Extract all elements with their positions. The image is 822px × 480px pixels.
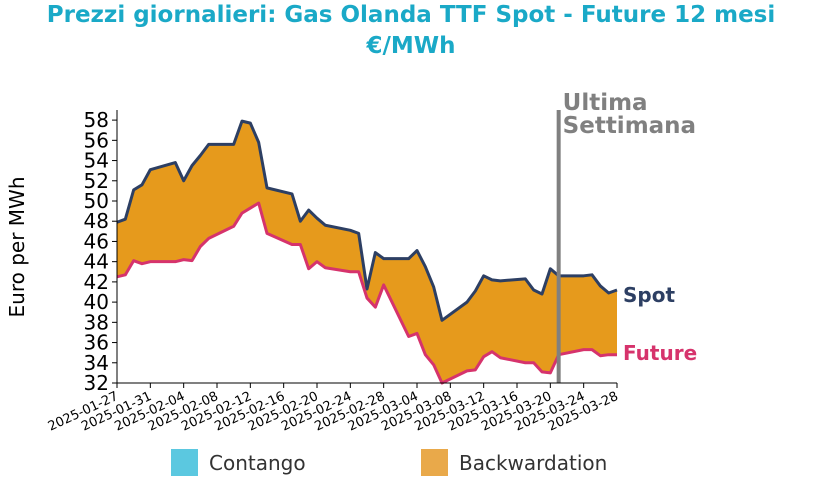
future-line — [116, 201, 617, 385]
y-axis-label: Euro per MWh — [5, 177, 29, 318]
spread-area — [117, 121, 617, 383]
y-tick-label: 34 — [84, 351, 109, 375]
spot-line — [116, 119, 618, 322]
y-tick-label: 40 — [84, 290, 109, 314]
x-axis-ticks: 2025-01-272025-01-312025-02-042025-02-08… — [46, 383, 621, 435]
y-tick-label: 50 — [84, 189, 109, 213]
series-lines — [116, 119, 618, 385]
marker-label-line1: Ultima — [563, 90, 648, 116]
y-tick-label: 46 — [84, 229, 109, 253]
y-tick-label: 52 — [84, 169, 109, 193]
legend-swatch-contango — [171, 449, 198, 476]
y-tick-label: 32 — [84, 371, 109, 395]
spot-series-label: Spot — [623, 283, 675, 307]
legend-swatch-backwardation — [421, 449, 448, 476]
y-tick-label: 48 — [84, 209, 109, 233]
marker-label-line2: Settimana — [563, 113, 696, 139]
axes — [116, 110, 617, 384]
series-labels: Spot Future — [623, 283, 697, 365]
y-tick-label: 54 — [84, 149, 109, 173]
y-tick-label: 38 — [84, 310, 109, 334]
legend-label-contango: Contango — [209, 451, 306, 475]
y-tick-label: 58 — [84, 108, 109, 132]
legend: Contango Backwardation — [171, 449, 607, 476]
y-tick-label: 56 — [84, 128, 109, 152]
chart-subtitle: €/MWh — [366, 33, 456, 59]
legend-label-backwardation: Backwardation — [459, 451, 607, 475]
future-series-label: Future — [623, 341, 697, 365]
chart-title: Prezzi giornalieri: Gas Olanda TTF Spot … — [46, 2, 776, 28]
y-tick-label: 36 — [84, 331, 109, 355]
backwardation-fill — [117, 121, 617, 383]
y-tick-label: 42 — [84, 270, 109, 294]
y-tick-label: 44 — [84, 250, 109, 274]
